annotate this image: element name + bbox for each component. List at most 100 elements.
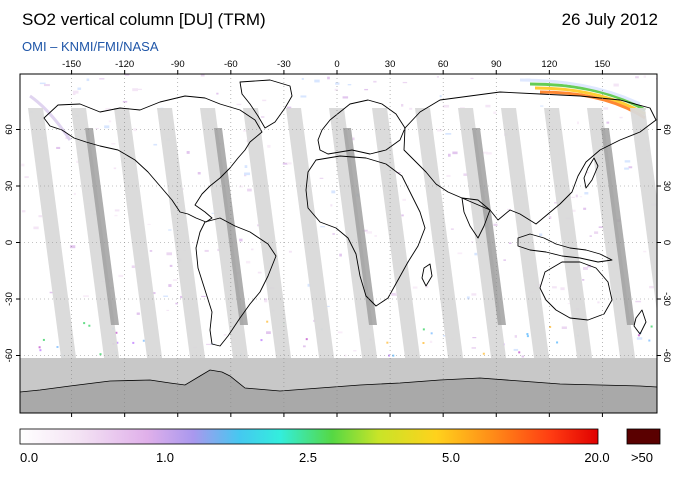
orbit-gap-band-dark: [601, 128, 635, 325]
orbit-gap-band-dark: [343, 128, 377, 325]
map-title: SO2 vertical column [DU] (TRM): [22, 10, 266, 29]
so2-pixel-high: [392, 354, 395, 357]
so2-pixel: [643, 75, 647, 78]
so2-pixel: [211, 212, 215, 214]
lon-label-bottom: 0: [334, 419, 339, 420]
so2-pixel: [561, 326, 567, 329]
so2-pixel: [287, 162, 292, 165]
so2-pixel: [108, 120, 112, 123]
lon-label-top: 90: [491, 59, 502, 70]
so2-pixel: [201, 295, 206, 298]
so2-pixel: [330, 204, 333, 207]
so2-pixel: [260, 116, 265, 118]
so2-pixel: [307, 283, 311, 287]
so2-pixel: [540, 105, 544, 107]
colorbar-label: >50: [631, 450, 653, 465]
so2-pixel: [457, 252, 463, 255]
so2-pixel: [503, 259, 506, 261]
so2-pixel-high: [115, 331, 118, 334]
so2-pixel: [267, 144, 271, 148]
so2-pixel: [443, 104, 450, 108]
so2-pixel: [472, 337, 477, 339]
so2-pixel: [635, 300, 642, 303]
so2-pixel-high: [549, 325, 552, 328]
lat-label-left: 30: [4, 181, 15, 192]
japan-coast: [583, 157, 599, 189]
so2-pixel-high: [99, 353, 102, 356]
lon-label-bottom: -150: [62, 419, 81, 420]
so2-pixel-high: [42, 338, 45, 341]
so2-pixel: [133, 128, 137, 132]
so2-pixel: [168, 284, 172, 287]
so2-pixel-high: [88, 324, 91, 327]
so2-pixel: [597, 301, 600, 304]
so2-pixel: [412, 286, 418, 289]
so2-pixel: [402, 198, 406, 201]
lon-label-top: -60: [224, 59, 238, 70]
so2-pixel: [331, 190, 336, 194]
lon-label-bottom: -60: [224, 419, 238, 420]
lon-label-top: -150: [62, 59, 81, 70]
so2-pixel: [391, 292, 398, 296]
colorbar-label: 0.0: [20, 450, 38, 465]
orbit-gap-band: [501, 108, 550, 365]
so2-pixel: [575, 194, 578, 198]
so2-pixel-high: [526, 333, 529, 336]
so2-pixel-high: [56, 346, 59, 349]
so2-pixel-high: [430, 332, 433, 335]
so2-pixel: [216, 92, 219, 95]
australia-coast: [539, 261, 613, 321]
orbit-gap-band: [28, 108, 77, 365]
so2-pixel: [587, 264, 591, 268]
lon-label-top: 120: [541, 59, 557, 70]
so2-pixel: [493, 111, 497, 114]
map-tick-labels: -150 -150 -120 -120 -90 -90 -60 -60 -30 -30 0 0 30 30…: [4, 59, 672, 420]
orbit-gap-band: [243, 108, 292, 365]
so2-pixel-high: [266, 320, 269, 323]
so2-pixel: [513, 348, 519, 351]
so2-pixel: [583, 207, 587, 210]
coastlines: [43, 79, 657, 347]
so2-pixel: [643, 250, 647, 253]
so2-pixel: [466, 296, 470, 300]
colorbar-overflow-swatch: [626, 428, 661, 445]
so2-pixel: [471, 293, 477, 296]
so2-pixel: [508, 242, 512, 245]
so2-pixel: [300, 95, 307, 98]
so2-pixel: [649, 285, 655, 289]
so2-pixel: [21, 163, 25, 167]
so2-pixel: [257, 271, 262, 274]
so2-pixel-high: [388, 354, 391, 357]
asia-coast: [403, 91, 657, 225]
so2-pixel: [442, 335, 446, 337]
orbit-gap-band: [587, 108, 636, 365]
so2-pixel: [136, 312, 140, 315]
so2-pixel: [24, 176, 29, 179]
so2-pixel: [236, 103, 242, 106]
antarctica-landmass: [20, 369, 657, 413]
lon-label-bottom: 150: [594, 419, 610, 420]
so2-pixel: [471, 241, 474, 243]
so2-pixel: [552, 286, 557, 289]
orbit-gap-band: [415, 108, 464, 365]
so2-pixel: [286, 106, 292, 109]
so2-pixel: [450, 228, 454, 230]
so2-pixel: [446, 174, 451, 178]
orbit-gap-band: [544, 108, 593, 365]
so2-pixel: [364, 88, 369, 91]
so2-pixel: [514, 335, 517, 338]
so2-pixel: [327, 76, 330, 80]
so2-pixel: [429, 340, 433, 343]
so2-pixel: [262, 99, 267, 102]
so2-pixel: [43, 84, 50, 87]
so2-pixel-high: [116, 341, 119, 344]
so2-pixel: [493, 223, 498, 226]
so2-pixel: [486, 152, 492, 155]
so2-pixel: [624, 167, 629, 170]
so2-pixel: [437, 129, 443, 132]
so2-pixel: [111, 143, 116, 145]
map-date: 26 July 2012: [561, 10, 658, 29]
colorbar-label: 1.0: [156, 450, 174, 465]
so2-pixel: [247, 188, 252, 192]
so2-pixel: [567, 303, 571, 305]
